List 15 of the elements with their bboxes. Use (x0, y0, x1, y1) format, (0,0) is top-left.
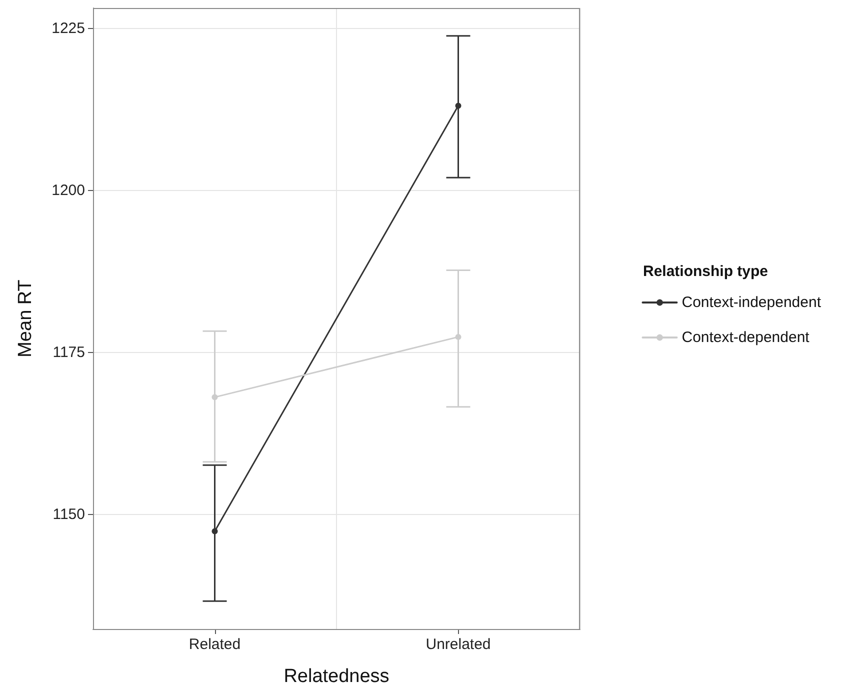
x-axis-title: Relatedness (284, 666, 390, 687)
legend-label: Context-independent (682, 294, 822, 311)
point (455, 102, 462, 109)
y-tick-label: 1225 (52, 20, 85, 38)
y-tick-label: 1150 (52, 506, 85, 523)
y-tick-label: 1175 (52, 344, 85, 361)
y-axis-title: Mean RT (15, 279, 36, 358)
x-tick-label: Unrelated (426, 636, 491, 653)
legend-label: Context-dependent (682, 329, 810, 346)
point (212, 528, 218, 534)
x-tick-label: Related (188, 636, 241, 653)
y-tick-label: 1200 (52, 182, 85, 200)
point (455, 334, 462, 340)
legend-title: Relationship type (642, 263, 768, 280)
point (212, 394, 218, 400)
